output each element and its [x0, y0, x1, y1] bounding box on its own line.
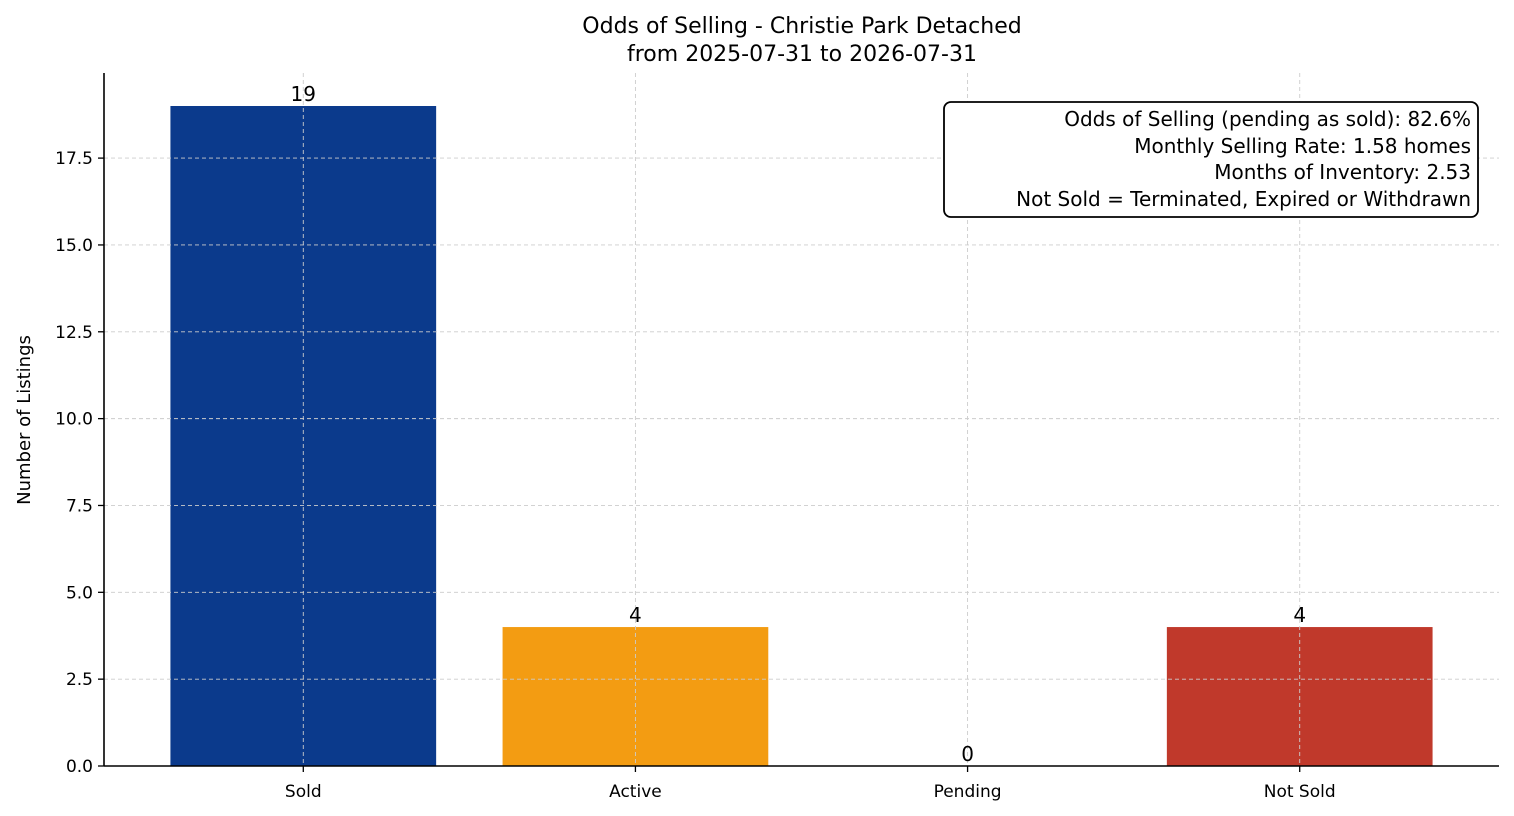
- y-tick-label: 2.5: [66, 670, 93, 690]
- info-months-of-inventory: Months of Inventory: 2.53: [1214, 160, 1471, 184]
- chart-subtitle: from 2025-07-31 to 2026-07-31: [627, 42, 977, 67]
- y-tick-label: 7.5: [66, 496, 93, 516]
- chart-title: Odds of Selling - Christie Park Detached: [582, 14, 1021, 39]
- data-labels: 19 4 0 4: [291, 82, 1307, 766]
- y-tick-label: 0.0: [66, 757, 93, 777]
- y-tick-label: 15.0: [55, 236, 93, 256]
- bar-value-label: 0: [961, 742, 974, 766]
- info-monthly-selling-rate: Monthly Selling Rate: 1.58 homes: [1134, 134, 1471, 158]
- y-tick-label: 12.5: [55, 323, 93, 343]
- x-tick-label: Sold: [285, 782, 322, 802]
- bar-sold: [170, 106, 437, 766]
- info-not-sold-definition: Not Sold = Terminated, Expired or Withdr…: [1016, 187, 1471, 211]
- y-tick-label: 17.5: [55, 149, 93, 169]
- x-ticks: Sold Active Pending Not Sold: [285, 766, 1336, 802]
- y-axis-label: Number of Listings: [14, 335, 35, 505]
- bar-value-label: 19: [291, 82, 316, 106]
- bar-value-label: 4: [1293, 603, 1306, 627]
- y-ticks: 0.0 2.5 5.0 7.5 10.0 12.5 15.0 17.5: [55, 149, 104, 777]
- bar-value-label: 4: [629, 603, 642, 627]
- y-tick-label: 5.0: [66, 583, 93, 603]
- y-tick-label: 10.0: [55, 410, 93, 430]
- x-tick-label: Pending: [934, 782, 1002, 802]
- info-box-frame: [943, 101, 1479, 218]
- info-odds-of-selling: Odds of Selling (pending as sold): 82.6%: [1064, 107, 1471, 131]
- info-box: Odds of Selling (pending as sold): 82.6%…: [943, 101, 1479, 218]
- axes-layer: [103, 73, 1499, 767]
- x-tick-label: Active: [609, 782, 662, 802]
- x-tick-label: Not Sold: [1264, 782, 1336, 802]
